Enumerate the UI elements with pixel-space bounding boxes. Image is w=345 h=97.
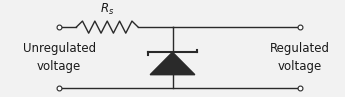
Text: Unregulated: Unregulated bbox=[22, 42, 96, 55]
Text: voltage: voltage bbox=[37, 60, 81, 73]
Text: Regulated: Regulated bbox=[270, 42, 329, 55]
Text: voltage: voltage bbox=[277, 60, 322, 73]
Polygon shape bbox=[150, 52, 195, 75]
Text: $R_s$: $R_s$ bbox=[100, 2, 114, 17]
